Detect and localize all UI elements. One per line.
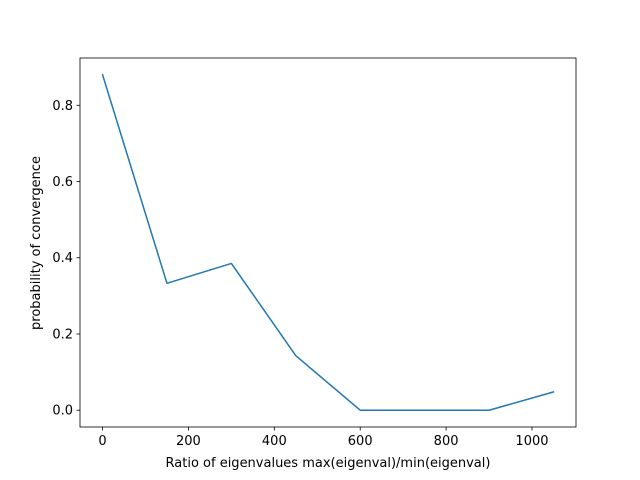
x-tick-label-400: 400 [262, 434, 287, 449]
plot-area [101, 73, 555, 411]
y-tick-label-0.2: 0.2 [52, 327, 73, 342]
y-tick-label-0.4: 0.4 [52, 251, 73, 266]
x-tick-label-600: 600 [348, 434, 373, 449]
axes: 0 200 400 600 800 1000 0.0 0.2 0.4 0.6 0.8 [52, 57, 577, 449]
x-tick-label-200: 200 [176, 434, 201, 449]
series-line-0 [101, 73, 555, 411]
axes-frame [79, 57, 577, 428]
x-tick-label-800: 800 [434, 434, 459, 449]
x-tick-label-1000: 1000 [515, 434, 548, 449]
y-tick-label-0.8: 0.8 [52, 99, 73, 114]
x-axis-label: Ratio of eigenvalues max(eigenval)/min(e… [166, 456, 491, 471]
y-axis-label: probability of convergence [29, 156, 44, 330]
y-tick-label-0.6: 0.6 [52, 175, 73, 190]
x-tick-label-0: 0 [98, 434, 106, 449]
y-tick-label-0.0: 0.0 [52, 404, 73, 419]
